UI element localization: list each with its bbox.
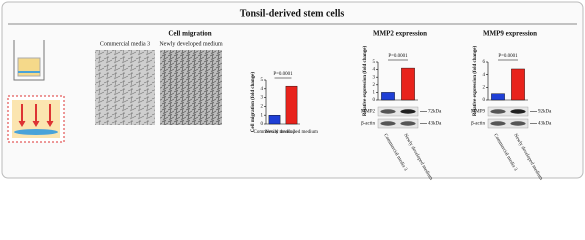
- band-name: β-actin: [471, 122, 485, 127]
- annotation: P=0.0001: [273, 72, 293, 77]
- figure: Tonsil-derived stem cells Commercial med…: [1, 1, 584, 181]
- blot-band: [490, 109, 506, 114]
- blot-band: [510, 109, 526, 114]
- y-tick-label: 2: [373, 83, 376, 88]
- y-tick-label: 0: [261, 122, 264, 127]
- bar: [381, 92, 395, 101]
- bar: [491, 93, 505, 101]
- x-tick-label: Commercial media 3: [254, 130, 296, 135]
- y-tick-label: 5: [373, 60, 376, 65]
- image-label: Newly developed medium: [159, 41, 223, 47]
- band-size: 43kDa: [538, 122, 552, 127]
- blot-band: [380, 109, 396, 114]
- y-axis-label: Cell migration (fold change): [251, 72, 256, 132]
- bar: [511, 68, 525, 101]
- chart-title: MMP2 expression: [373, 30, 427, 38]
- annotation: P=0.0001: [388, 54, 408, 59]
- figure-title: Tonsil-derived stem cells: [240, 8, 345, 19]
- bar: [401, 67, 415, 101]
- blot-band: [400, 109, 416, 114]
- chart-title: MMP9 expression: [483, 30, 537, 38]
- y-tick-label: 4: [261, 87, 264, 92]
- y-axis-label: Relative expression (fold change): [363, 46, 368, 117]
- band-size: 92kDa: [538, 110, 552, 115]
- blot-band: [380, 121, 396, 126]
- x-tick-label: Newly developed medium: [265, 130, 318, 135]
- bar: [285, 85, 298, 125]
- blot-strip: [377, 106, 419, 117]
- blot-band: [400, 121, 416, 126]
- blot-band: [490, 121, 506, 126]
- y-tick-label: 1: [261, 113, 264, 118]
- band-name: MMP9: [471, 110, 486, 115]
- blot-strip: [377, 118, 419, 129]
- annotation: P=0.0001: [498, 54, 518, 59]
- y-axis-label: Relative expression (fold change): [473, 46, 478, 117]
- blot-strip: [487, 106, 529, 117]
- blot-strip: [487, 118, 529, 129]
- y-tick-label: 3: [373, 75, 376, 80]
- band-size: 43kDa: [428, 122, 442, 127]
- bar: [268, 114, 281, 125]
- blot-band: [510, 121, 526, 126]
- band-name: β-actin: [361, 122, 375, 127]
- y-tick-label: 0: [483, 98, 486, 103]
- image-label: Commercial media 3: [100, 41, 150, 47]
- micrograph: [95, 50, 155, 125]
- micrograph: [160, 50, 222, 125]
- y-tick-label: 2: [261, 105, 264, 110]
- band-name: MMP2: [361, 110, 376, 115]
- y-tick-label: 0: [373, 98, 376, 103]
- chart-title: Cell migration: [168, 30, 211, 38]
- y-tick-label: 3: [261, 96, 264, 101]
- y-tick-label: 5: [261, 78, 264, 83]
- y-tick-label: 6: [483, 60, 486, 65]
- y-tick-label: 4: [483, 73, 486, 78]
- transwell-schematic: [7, 40, 65, 143]
- band-size: 72kDa: [428, 110, 442, 115]
- y-tick-label: 2: [483, 85, 486, 90]
- y-tick-label: 1: [373, 91, 376, 96]
- y-tick-label: 4: [373, 68, 376, 73]
